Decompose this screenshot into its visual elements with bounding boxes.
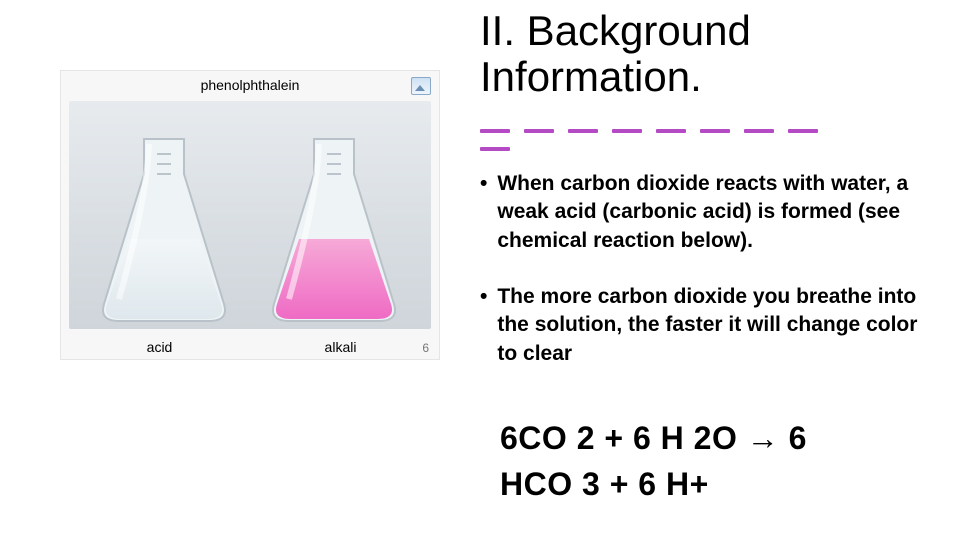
equation-line-1: 6CO 2 + 6 H 2O → 6	[500, 415, 940, 461]
bullet-2-text: The more carbon dioxide you breathe into…	[497, 283, 920, 368]
equation-line-2: HCO 3 + 6 H+	[500, 461, 940, 507]
photo-background	[69, 101, 431, 329]
label-acid: acid	[69, 339, 250, 355]
photo-bottom-labels: acid alkali	[69, 339, 431, 355]
flask-acid	[89, 129, 239, 329]
bullet-1-text: When carbon dioxide reacts with water, a…	[497, 170, 920, 255]
expand-icon	[411, 77, 431, 95]
label-alkali: alkali	[250, 339, 431, 355]
slide-title: II. Background Information.	[480, 8, 920, 100]
bullet-dot-icon: •	[480, 170, 487, 255]
flask-alkali	[259, 129, 409, 329]
photo-caption-top: phenolphthalein	[61, 77, 439, 93]
figure-number: 6	[422, 341, 429, 355]
slide: phenolphthalein	[0, 0, 960, 540]
bullet-1: • When carbon dioxide reacts with water,…	[480, 170, 920, 255]
title-underline	[480, 120, 860, 140]
bullet-dot-icon: •	[480, 283, 487, 368]
chemical-equation: 6CO 2 + 6 H 2O → 6 HCO 3 + 6 H+	[500, 415, 940, 508]
photo-figure: phenolphthalein	[60, 70, 440, 360]
bullet-2: • The more carbon dioxide you breathe in…	[480, 283, 920, 368]
bullet-list: • When carbon dioxide reacts with water,…	[480, 170, 920, 396]
